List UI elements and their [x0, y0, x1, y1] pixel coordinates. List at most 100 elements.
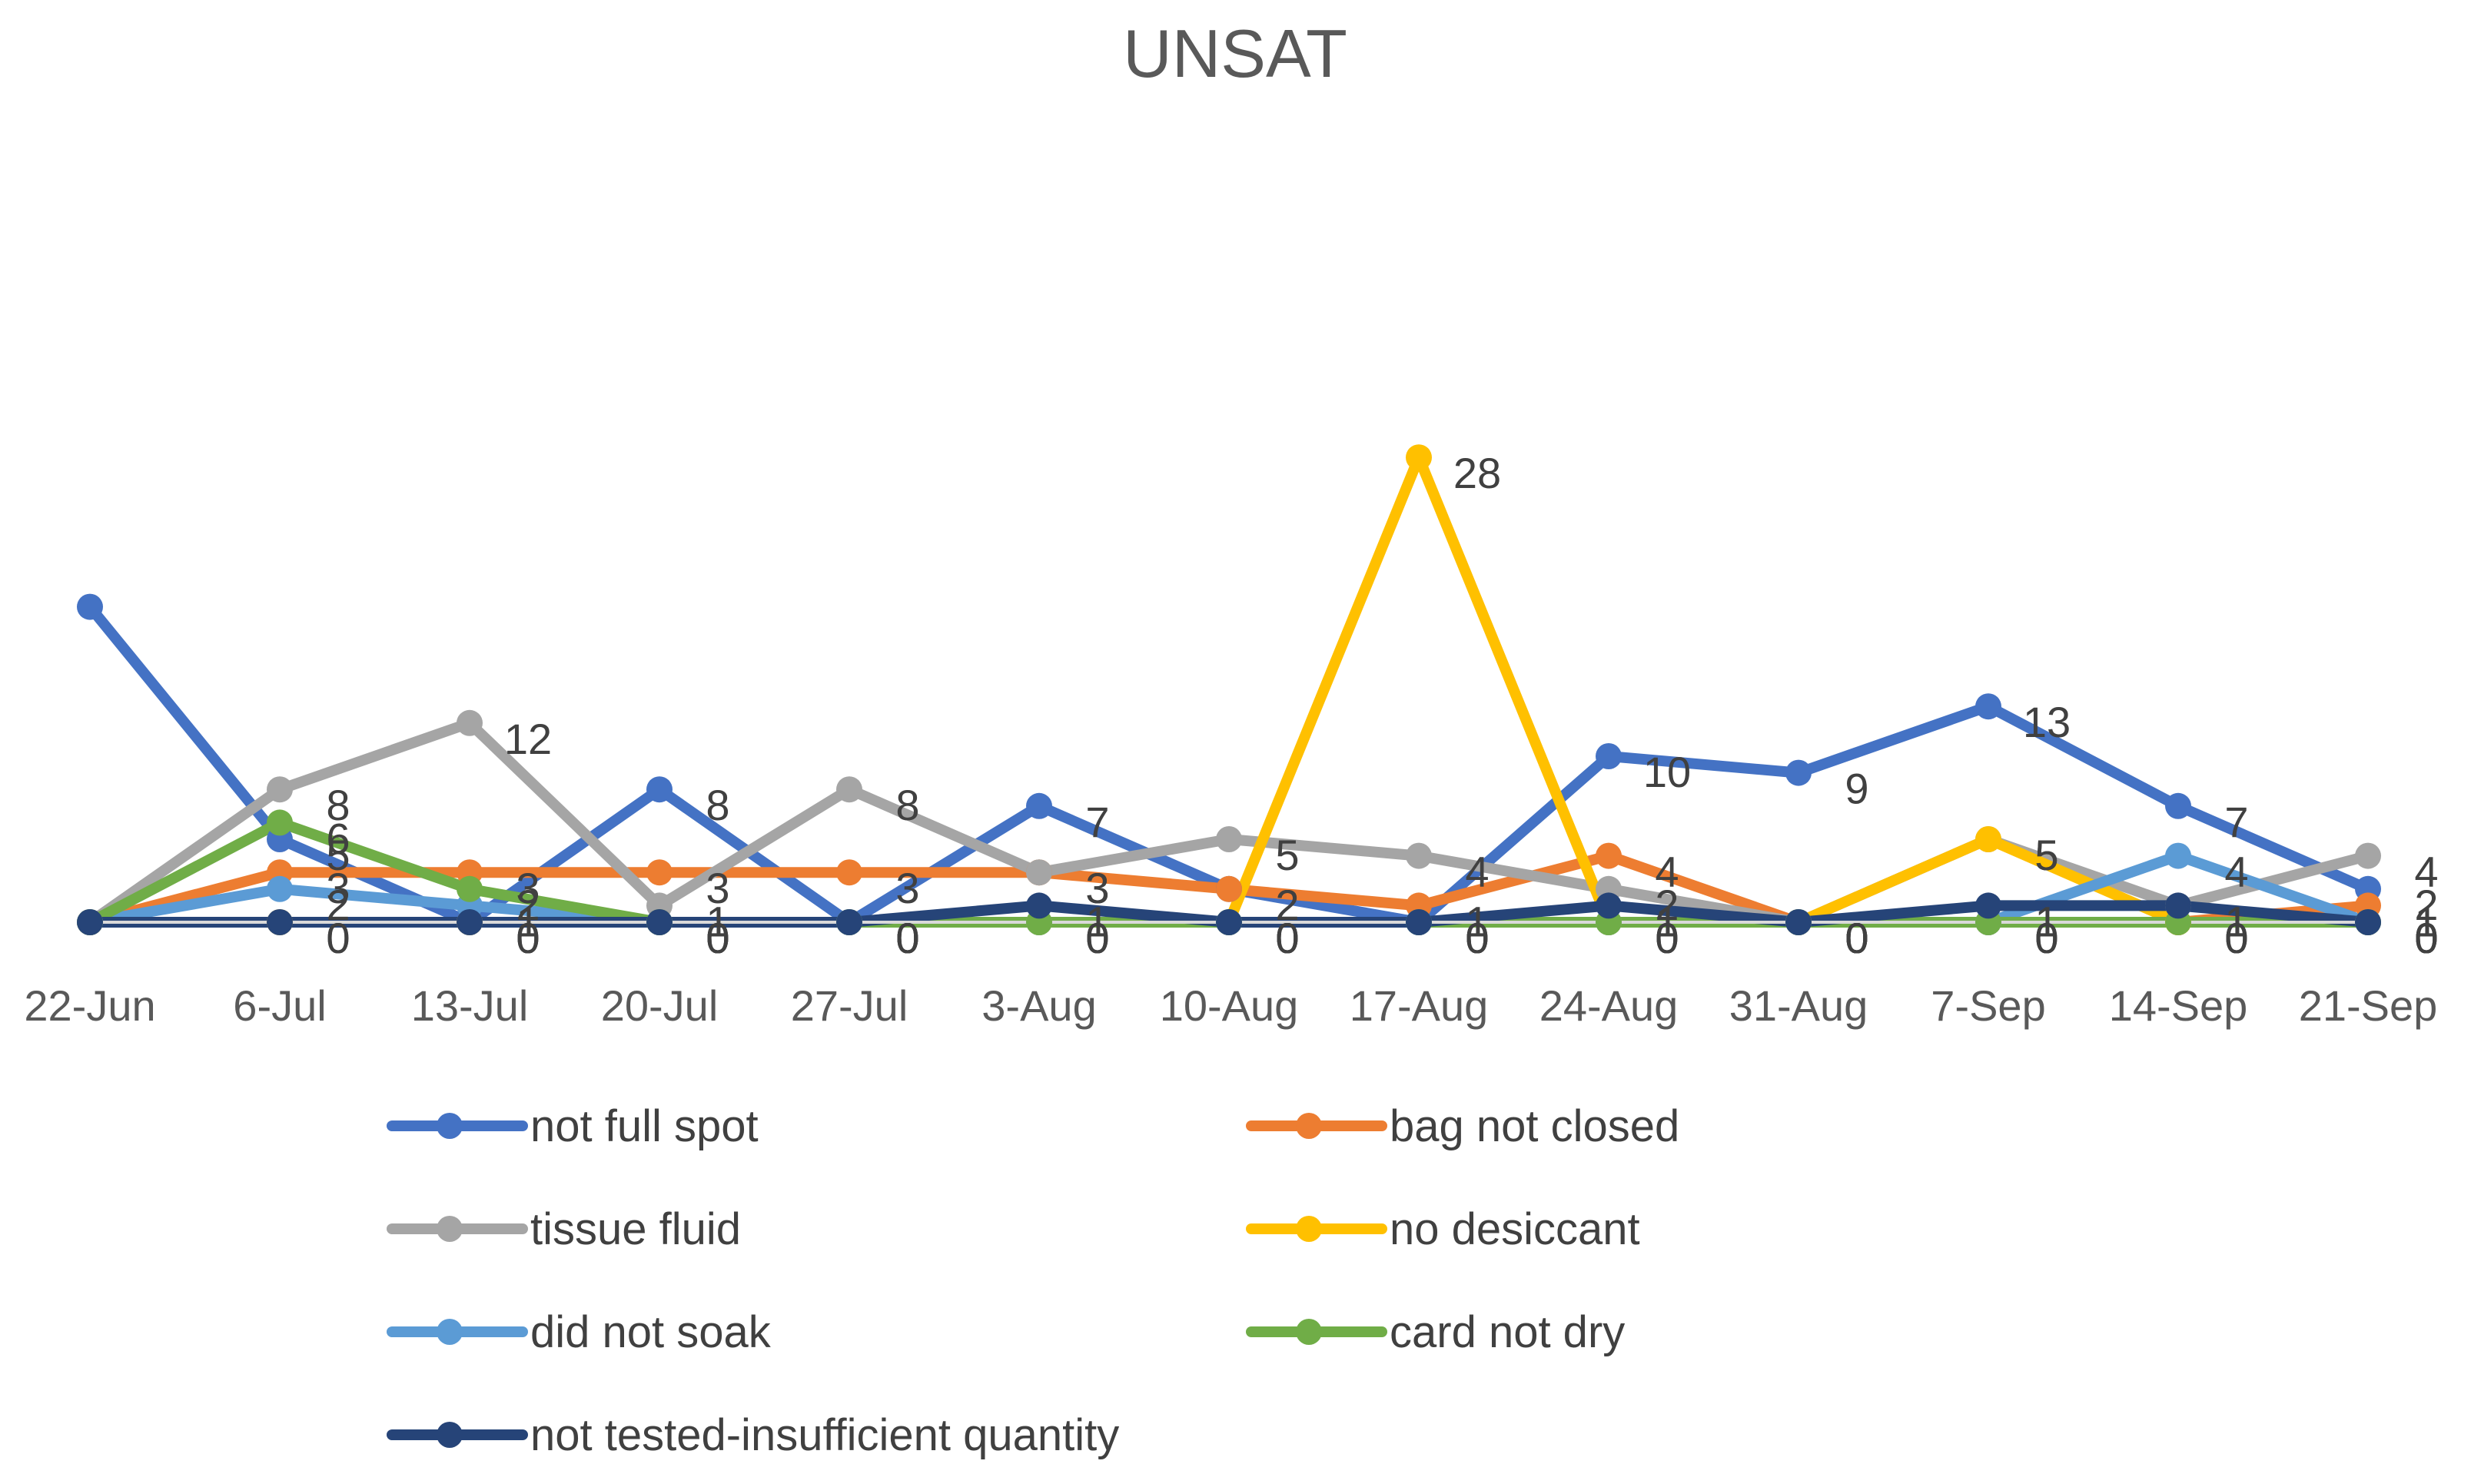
data-label-card-not-dry: 6: [326, 814, 350, 862]
data-label-not-full-spot: 0: [1465, 914, 1489, 962]
data-label-not-tested-insufficient-quantity: 0: [895, 914, 919, 962]
data-label-card-not-dry: 0: [1085, 914, 1109, 962]
data-label-not-full-spot: 7: [1085, 798, 1109, 846]
data-label-card-not-dry: 0: [895, 914, 919, 962]
data-label-tissue-fluid: 2: [1655, 881, 1679, 929]
data-label-no-desiccant: 0: [1275, 914, 1299, 962]
data-label-card-not-dry: 0: [2224, 914, 2248, 962]
data-label-did-not-soak: 0: [1085, 914, 1109, 962]
data-label-bag-not-closed: 3: [516, 864, 540, 912]
data-label-no-desiccant: 5: [2034, 831, 2058, 879]
data-label-tissue-fluid: 8: [895, 781, 919, 829]
legend-marker-no-desiccant: [1296, 1216, 1322, 1242]
data-label-tissue-fluid: 4: [1465, 848, 1489, 896]
data-label-no-desiccant: 0: [895, 914, 919, 962]
data-point-tissue-fluid: [1216, 826, 1242, 852]
data-label-not-full-spot: 13: [2023, 698, 2071, 746]
data-label-not-full-spot: 2: [1275, 881, 1299, 929]
data-point-bag-not-closed: [646, 859, 673, 886]
legend-label-not-full-spot: not full spot: [530, 1101, 759, 1151]
data-point-not-tested-insufficient-quantity: [1596, 892, 1622, 919]
data-point-no-desiccant: [1975, 826, 2001, 852]
legend-label-tissue-fluid: tissue fluid: [530, 1204, 741, 1254]
x-tick-label: 7-Sep: [1931, 981, 2045, 1030]
data-label-not-tested-insufficient-quantity: 0: [1275, 914, 1299, 962]
data-label-not-tested-insufficient-quantity: 0: [2414, 914, 2438, 962]
data-label-tissue-fluid: 8: [326, 781, 350, 829]
data-label-tissue-fluid: 12: [504, 715, 552, 763]
series-markers: [77, 444, 2381, 935]
x-tick-label: 24-Aug: [1539, 981, 1679, 1030]
data-label-card-not-dry: 0: [2414, 914, 2438, 962]
data-label-bag-not-closed: 3: [895, 864, 919, 912]
data-label-card-not-dry: 2: [516, 881, 540, 929]
legend: not full spot bag not closed tissue fluid n…: [387, 1101, 1679, 1460]
x-tick-label: 3-Aug: [981, 981, 1096, 1030]
data-point-not-tested-insufficient-quantity: [836, 909, 862, 935]
data-label-not-full-spot: 0: [516, 914, 540, 962]
x-tick-label: 14-Sep: [2109, 981, 2248, 1030]
data-label-not-tested-insufficient-quantity: 0: [706, 914, 729, 962]
data-label-bag-not-closed: 1: [1465, 897, 1489, 945]
data-label-not-full-spot: 9: [1845, 765, 1868, 813]
data-label-not-full-spot: 0: [895, 914, 919, 962]
legend-label-bag-not-closed: bag not closed: [1390, 1101, 1679, 1151]
data-point-bag-not-closed: [1596, 842, 1622, 869]
data-point-card-not-dry: [457, 875, 483, 902]
data-label-tissue-fluid: 1: [706, 897, 729, 945]
data-label-not-full-spot: 7: [2224, 798, 2248, 846]
data-label-did-not-soak: 0: [706, 914, 729, 962]
data-point-not-full-spot: [2165, 792, 2191, 819]
data-label-tissue-fluid: 4: [2414, 848, 2438, 896]
data-label-not-tested-insufficient-quantity: 0: [326, 914, 350, 962]
data-point-not-full-spot: [1975, 693, 2001, 720]
data-label-tissue-fluid: 0: [1845, 914, 1868, 962]
data-label-not-full-spot: 8: [706, 781, 729, 829]
data-point-not-tested-insufficient-quantity: [1406, 909, 1432, 935]
x-axis: 22-Jun 6-Jul 13-Jul 20-Jul 27-Jul 3-Aug 10-Aug…: [24, 921, 2437, 1030]
data-label-card-not-dry: 0: [706, 914, 729, 962]
chart-title: UNSAT: [1123, 15, 1347, 91]
data-label-not-tested-insufficient-quantity: 0: [516, 914, 540, 962]
data-point-tissue-fluid: [267, 776, 293, 803]
data-label-did-not-soak: 4: [2224, 848, 2248, 896]
data-label-tissue-fluid: 1: [2224, 897, 2248, 945]
data-label-no-desiccant: 0: [2414, 914, 2438, 962]
legend-marker-not-full-spot: [437, 1113, 463, 1139]
data-label-not-tested-insufficient-quantity: 0: [1465, 914, 1489, 962]
data-point-not-tested-insufficient-quantity: [1216, 909, 1242, 935]
data-label-bag-not-closed: 1: [2414, 897, 2438, 945]
data-label-tissue-fluid: 5: [1275, 831, 1299, 879]
data-point-card-not-dry: [267, 809, 293, 836]
legend-label-did-not-soak: did not soak: [530, 1307, 772, 1357]
x-tick-label: 20-Jul: [601, 981, 719, 1030]
data-label-tissue-fluid: 3: [1085, 864, 1109, 912]
data-point-tissue-fluid: [836, 776, 862, 803]
data-label-did-not-soak: 0: [1845, 914, 1868, 962]
data-point-not-tested-insufficient-quantity: [2355, 909, 2381, 935]
x-tick-label: 31-Aug: [1729, 981, 1868, 1030]
data-label-card-not-dry: 0: [1655, 914, 1679, 962]
legend-label-no-desiccant: no desiccant: [1390, 1204, 1640, 1254]
data-label-not-full-spot: 2: [2414, 881, 2438, 929]
legend-item-card-not-dry: card not dry: [1246, 1307, 1625, 1357]
data-label-did-not-soak: 0: [1275, 914, 1299, 962]
data-point-not-full-spot: [77, 593, 103, 620]
x-tick-label: 22-Jun: [24, 981, 155, 1030]
data-label-bag-not-closed: 3: [706, 864, 729, 912]
data-label-bag-not-closed: 3: [326, 864, 350, 912]
legend-marker-tissue-fluid: [437, 1216, 463, 1242]
x-tick-label: 10-Aug: [1160, 981, 1299, 1030]
legend-marker-not-tested-insufficient-quantity: [437, 1422, 463, 1448]
data-point-not-tested-insufficient-quantity: [267, 909, 293, 935]
data-point-did-not-soak: [2165, 842, 2191, 869]
data-label-not-tested-insufficient-quantity: 1: [1655, 897, 1679, 945]
data-point-not-tested-insufficient-quantity: [457, 909, 483, 935]
data-label-not-tested-insufficient-quantity: 1: [2224, 897, 2248, 945]
data-label-card-not-dry: 0: [1465, 914, 1489, 962]
data-label-card-not-dry: 0: [2034, 914, 2058, 962]
data-label-did-not-soak: 0: [2414, 914, 2438, 962]
data-label-no-desiccant: 0: [706, 914, 729, 962]
data-label-no-desiccant: 28: [1453, 449, 1501, 497]
